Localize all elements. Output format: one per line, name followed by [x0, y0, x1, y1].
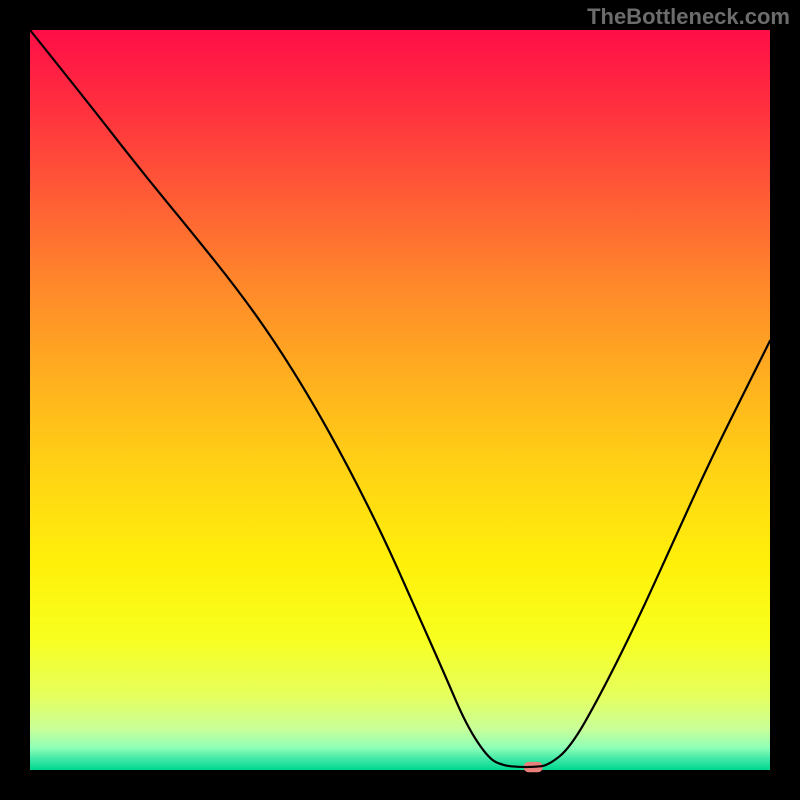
- bottleneck-chart: [0, 0, 800, 800]
- chart-container: TheBottleneck.com: [0, 0, 800, 800]
- plot-background: [30, 30, 770, 770]
- watermark-label: TheBottleneck.com: [587, 4, 790, 30]
